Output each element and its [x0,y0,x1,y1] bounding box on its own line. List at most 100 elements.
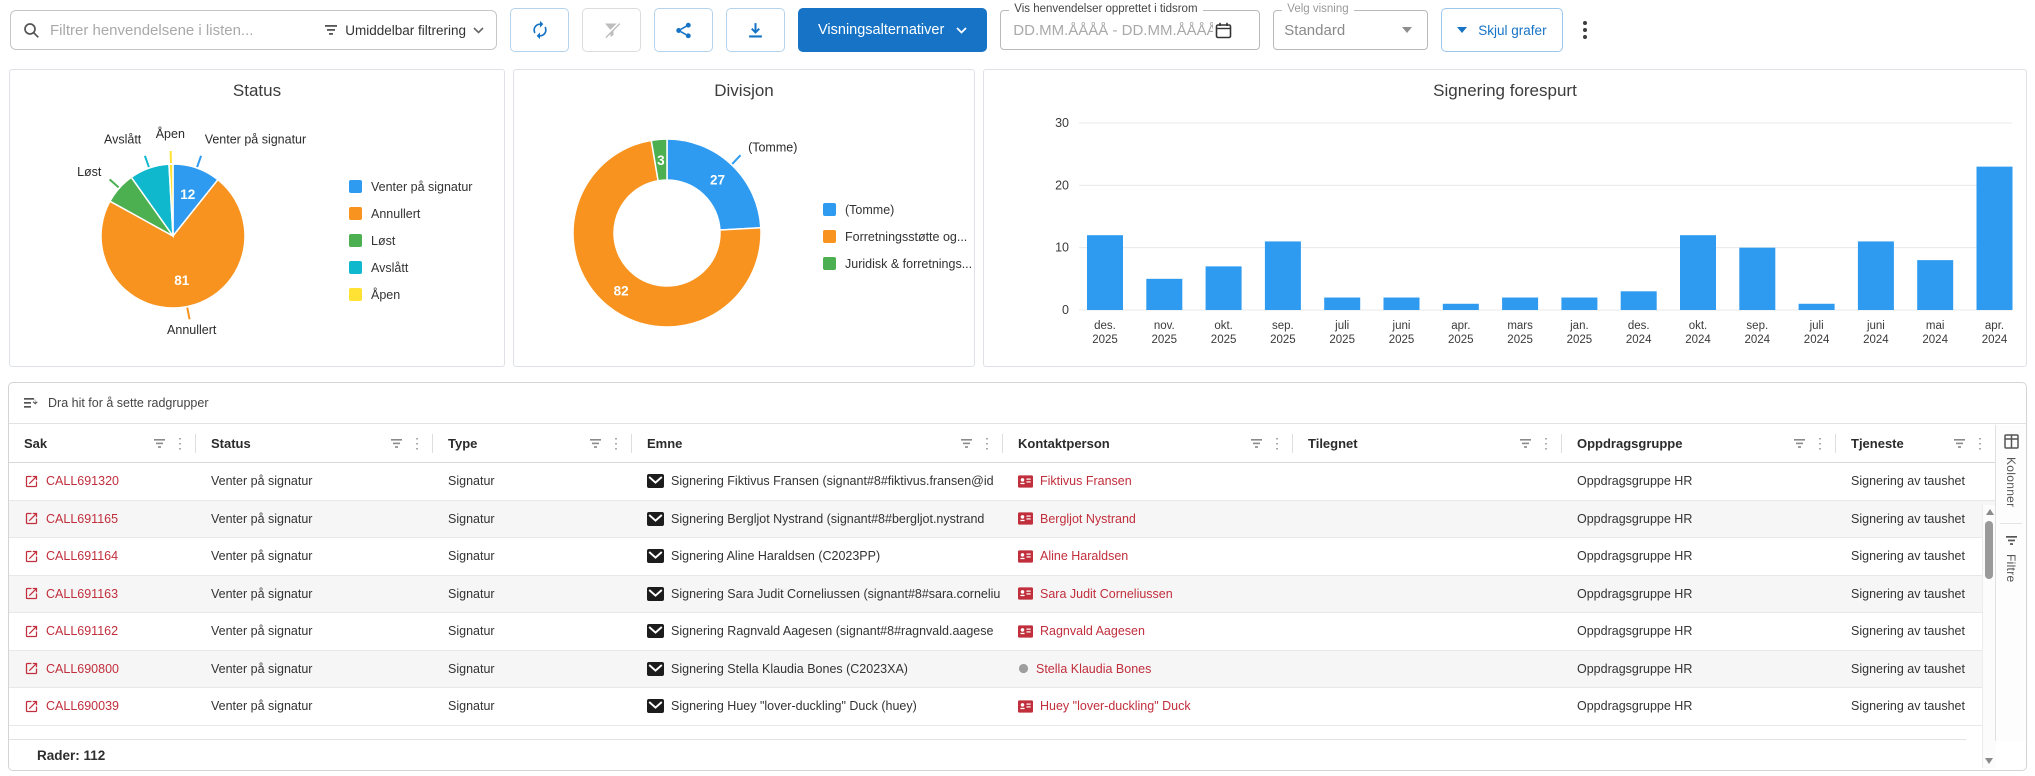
case-link[interactable]: CALL691164 [46,549,119,564]
case-link[interactable]: CALL691165 [46,511,119,526]
column-header-tjeneste[interactable]: Tjeneste ⋮ [1836,425,1996,462]
table-row[interactable]: CALL691320 Venter på signatur Signatur Sign… [9,463,1996,501]
column-menu-icon[interactable]: ⋮ [1813,435,1827,451]
legend-item[interactable]: Juridisk & forretnings... [823,250,972,277]
bar-okt. 2024[interactable] [1680,235,1716,310]
column-header-type[interactable]: Type ⋮ [433,425,632,462]
refresh-button[interactable] [510,8,569,52]
bar-juli 2024[interactable] [1798,303,1835,310]
column-header-kontaktperson[interactable]: Kontaktperson ⋮ [1003,425,1293,462]
slice-Forretningsstøtte og...[interactable] [572,139,762,328]
legend-item[interactable]: Annullert [349,200,472,227]
table-row[interactable]: CALL690800 Venter på signatur Signatur Sign… [9,650,1996,688]
contact-link[interactable]: Ragnvald Aagesen [1040,624,1145,639]
share-button[interactable] [654,8,713,52]
column-filter-icon[interactable] [1953,438,1966,449]
open-case-icon[interactable] [24,474,39,489]
column-filter-icon[interactable] [960,438,973,449]
divisjon-donut-chart[interactable]: 27 (Tomme) 82 3 [514,70,976,366]
table-row[interactable]: CALL690039 Venter på signatur Signatur Sign… [9,688,1996,726]
date-range-input[interactable] [1011,20,1216,40]
column-menu-icon[interactable]: ⋮ [609,435,623,451]
contact-link[interactable]: Fiktivus Fransen [1040,474,1132,489]
column-menu-icon[interactable]: ⋮ [1973,435,1987,451]
status-pie-chart[interactable]: 12 Venter på signatur 81 Annullert Løst Avslå… [10,70,506,366]
column-filter-icon[interactable] [1250,438,1263,449]
clear-filter-button[interactable] [582,8,641,52]
legend-item[interactable]: Løst [349,227,472,254]
calendar-icon[interactable] [1215,22,1232,39]
bar-nov. 2025[interactable] [1146,278,1183,310]
bar-jan. 2025[interactable] [1561,297,1598,310]
column-header-emne[interactable]: Emne ⋮ [632,425,1003,462]
case-link[interactable]: CALL691163 [46,586,119,601]
contact-link[interactable]: Aline Haraldsen [1040,549,1129,564]
scroll-right-icon[interactable] [1956,770,1963,771]
column-header-oppdragsgruppe[interactable]: Oppdragsgruppe ⋮ [1562,425,1836,462]
column-menu-icon[interactable]: ⋮ [980,435,994,451]
signering-bar-chart[interactable]: 0 10 20 30 des. 2025 nov. 2025 okt. 2025 sep. 2025 j… [984,70,2026,366]
hide-charts-button[interactable]: Skjul grafer [1441,8,1563,52]
case-link[interactable]: CALL690039 [46,699,119,714]
bar-des. 2024[interactable] [1620,291,1657,310]
vertical-scrollbar[interactable] [1982,505,1996,768]
bar-apr. 2024[interactable] [1976,166,2013,310]
contact-link[interactable]: Huey "lover-duckling" Duck [1040,699,1191,714]
date-range-field[interactable]: Vis henvendelser opprettet i tidsrom [1000,3,1261,50]
search-input[interactable] [48,20,317,40]
bar-des. 2025[interactable] [1087,235,1123,310]
bar-sep. 2024[interactable] [1739,247,1776,310]
contact-link[interactable]: Stella Klaudia Bones [1036,661,1152,676]
bar-juni 2025[interactable] [1383,297,1420,310]
column-menu-icon[interactable]: ⋮ [1270,435,1284,451]
tab-filtre[interactable]: Filtre [1996,526,2026,596]
contact-link[interactable]: Sara Judit Corneliussen [1040,586,1173,601]
legend-item[interactable]: Venter på signatur [349,173,472,200]
case-link[interactable]: CALL691320 [46,474,119,489]
more-options-kebab-icon[interactable] [1576,21,1594,39]
legend-item[interactable]: Åpen [349,281,472,308]
column-filter-icon[interactable] [1793,438,1806,449]
bar-okt. 2025[interactable] [1205,266,1242,310]
open-case-icon[interactable] [24,511,39,526]
column-menu-icon[interactable]: ⋮ [173,435,187,451]
legend-item[interactable]: Avslått [349,254,472,281]
table-row[interactable]: CALL691162 Venter på signatur Signatur Sign… [9,613,1996,651]
column-header-tilegnet[interactable]: Tilegnet ⋮ [1293,425,1562,462]
bar-mai 2024[interactable] [1917,260,1954,310]
legend-item[interactable]: (Tomme) [823,196,972,223]
bar-juni 2024[interactable] [1857,241,1894,310]
column-filter-icon[interactable] [390,438,403,449]
download-button[interactable] [726,8,785,52]
case-link[interactable]: CALL691162 [46,624,119,639]
table-row[interactable]: CALL691164 Venter på signatur Signatur Sign… [9,538,1996,576]
slice-Åpen[interactable] [168,163,174,237]
bar-apr. 2025[interactable] [1442,303,1479,310]
open-case-icon[interactable] [24,661,39,676]
column-header-sak[interactable]: Sak ⋮ [9,425,196,462]
scroll-down-icon[interactable] [1985,758,1993,764]
column-filter-icon[interactable] [1519,438,1532,449]
column-filter-icon[interactable] [153,438,166,449]
bar-juli 2025[interactable] [1324,297,1361,310]
slice-Annullert[interactable] [100,178,246,309]
case-link[interactable]: CALL690800 [46,661,119,676]
filter-mode-dropdown[interactable]: Umiddelbar filtrering [324,23,484,38]
contact-link[interactable]: Bergljot Nystrand [1040,511,1136,526]
column-header-status[interactable]: Status ⋮ [196,425,433,462]
scroll-left-icon[interactable] [16,770,23,771]
column-filter-icon[interactable] [589,438,602,449]
tab-kolonner[interactable]: Kolonner [1996,425,2026,521]
bar-sep. 2025[interactable] [1264,241,1301,310]
table-row[interactable]: CALL691163 Venter på signatur Signatur Sign… [9,575,1996,613]
table-row[interactable]: CALL691165 Venter på signatur Signatur Sign… [9,500,1996,538]
vertical-scroll-thumb[interactable] [1985,521,1993,579]
legend-item[interactable]: Forretningsstøtte og... [823,223,972,250]
open-case-icon[interactable] [24,624,39,639]
open-case-icon[interactable] [24,586,39,601]
view-select[interactable]: Velg visning Standard [1273,3,1429,50]
column-menu-icon[interactable]: ⋮ [410,435,424,451]
bar-mars 2025[interactable] [1502,297,1539,310]
row-group-dropzone[interactable]: Dra hit for å sette radgrupper [9,383,2026,424]
open-case-icon[interactable] [24,549,39,564]
